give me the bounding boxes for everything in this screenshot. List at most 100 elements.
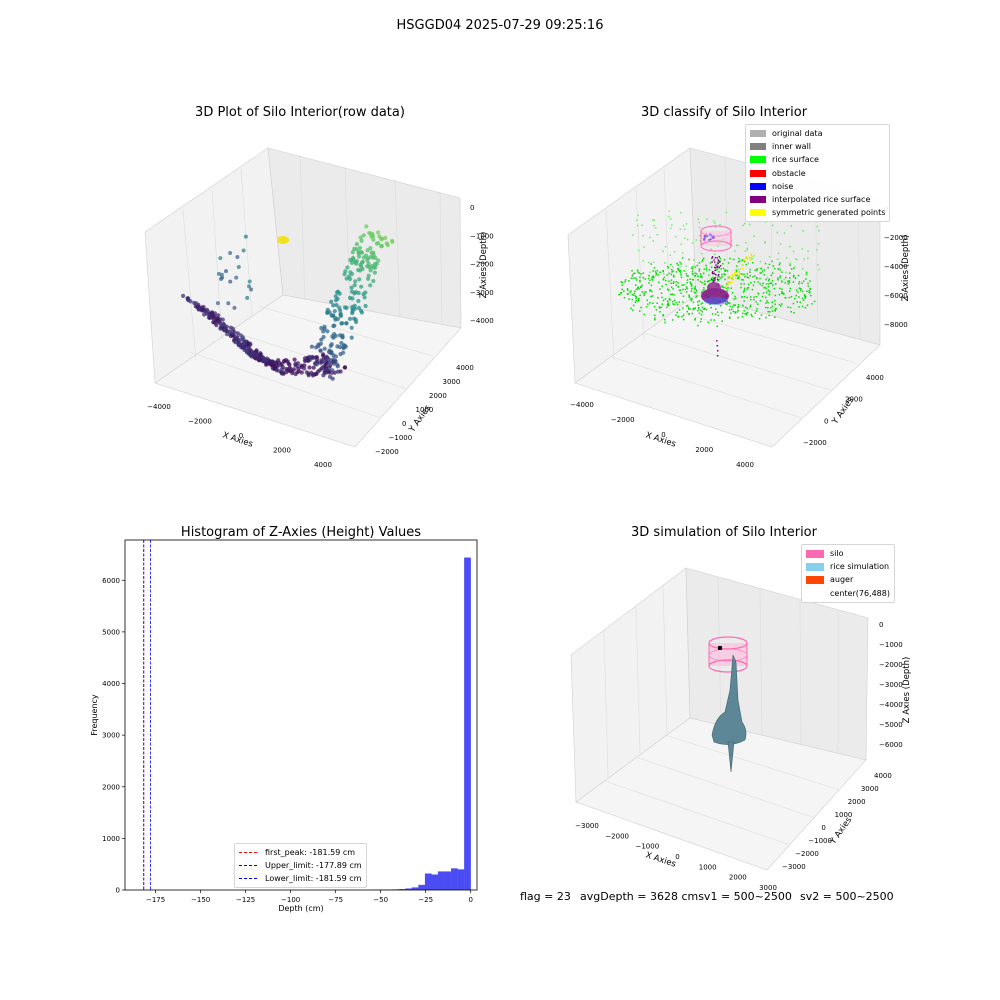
legend-item: center(76,488) (806, 587, 890, 600)
x-tick-label: −175 (146, 896, 165, 904)
z-tick-label: −4000 (470, 317, 494, 325)
legend-label: Lower_limit: -181.59 cm (265, 874, 362, 883)
y-tick-label: 2000 (429, 392, 447, 400)
legend-item: silo (806, 547, 890, 560)
y-tick-label: 5000 (102, 628, 120, 636)
data-points (618, 210, 820, 357)
x-tick-label: −125 (236, 896, 255, 904)
legend-item: interpolated rice surface (750, 193, 885, 206)
x-ticks: −175 −150 −125 −100 −75 −50 −25 0 (146, 890, 473, 904)
legend-label: center(76,488) (830, 588, 890, 598)
x-ticks: −3000 −2000 −1000 0 1000 2000 3000 (575, 822, 777, 892)
legend-label: inner wall (772, 142, 812, 152)
histogram-bar (405, 888, 413, 890)
legend-item: first_peak: -181.59 cm (239, 846, 362, 859)
legend-swatch (750, 169, 766, 177)
legend-label: Upper_limit: -177.89 cm (265, 861, 362, 870)
legend-swatch (750, 196, 766, 204)
x-tick-label: −1000 (635, 843, 659, 851)
y-ticks: −2000 0 2000 4000 (803, 374, 884, 447)
legend-item: symmetric generated points (750, 206, 885, 219)
plot-area (125, 540, 477, 890)
y-tick-label: 4000 (102, 680, 120, 688)
legend-label: silo (830, 549, 844, 559)
z-tick-label: −6000 (879, 741, 903, 749)
y-tick-label: 0 (402, 420, 406, 428)
x-tick-label: 4000 (736, 461, 754, 469)
legend-label: rice surface (772, 155, 819, 165)
histogram-bar (457, 869, 465, 890)
z-axis-label: Z Axies (Depth) (479, 232, 489, 299)
legend-label: symmetric generated points (772, 208, 886, 218)
x-tick-label: −4000 (570, 401, 594, 409)
x-axis-label: X Axies (644, 850, 677, 869)
legend-item: Lower_limit: -181.59 cm (239, 872, 362, 885)
y-axis-label: Y Axies (830, 395, 857, 427)
y-tick-label: −2000 (795, 850, 819, 858)
y-tick-label: 2000 (102, 783, 120, 791)
y-tick-label: 0 (821, 824, 825, 832)
legend-label: interpolated rice surface (772, 195, 871, 205)
y-tick-label: 1000 (102, 835, 120, 843)
histogram-bar (464, 557, 471, 890)
z-tick-label: −1000 (879, 641, 903, 649)
legend-item: inner wall (750, 140, 885, 153)
histogram-bar (437, 871, 445, 890)
legend-line (239, 852, 257, 853)
chart-title: 3D classify of Silo Interior (641, 105, 808, 120)
axes-panes (144, 147, 462, 448)
y-tick-label: −2000 (375, 448, 399, 456)
y-tick-label: 3000 (443, 378, 461, 386)
x-tick-label: 1000 (699, 863, 717, 871)
z-ticks: 0 −1000 −2000 −3000 −4000 −5000 −6000 (879, 621, 903, 749)
axes-frame (124, 539, 478, 891)
x-tick-label: −2000 (611, 416, 635, 424)
footer-flag: flag = 23 (520, 890, 571, 903)
x-tick-label: 4000 (314, 461, 332, 469)
z-tick-label: 0 (470, 204, 474, 212)
footer-avg-depth: avgDepth = 3628 cmsv1 = 500~2500 (580, 890, 792, 903)
z-tick-label: −3000 (879, 681, 903, 689)
z-axis-label: Z Axies (Depth) (901, 235, 911, 302)
histogram-bar (424, 873, 432, 890)
silo-cylinder (700, 225, 732, 252)
x-tick-label: 2000 (729, 874, 747, 882)
y-tick-label: 0 (824, 417, 828, 425)
legend-swatch (806, 575, 824, 584)
chart-title: Histogram of Z-Axies (Height) Values (181, 525, 421, 540)
y-tick-label: 1000 (416, 406, 434, 414)
z-tick-label: −2000 (470, 261, 494, 269)
z-tick-label: −8000 (884, 321, 908, 329)
x-tick-label: −150 (191, 896, 210, 904)
y-ticks: −3000 −2000 −1000 0 1000 2000 3000 4000 (782, 772, 892, 871)
legend-label: noise (772, 181, 794, 191)
y-axis-label: Frequency (90, 694, 99, 736)
chart-histogram: −175 −150 −125 −100 −75 −50 −25 0 0 1000 2000 3000… (90, 525, 478, 913)
footer-sv2: sv2 = 500~2500 (800, 890, 894, 903)
rice-surface (711, 646, 747, 773)
legend-label: original data (772, 129, 823, 139)
y-ticks: 0 1000 2000 3000 4000 5000 6000 (102, 577, 125, 895)
legend-line (239, 865, 257, 866)
y-tick-label: 0 (116, 887, 120, 895)
legend-item: obstacle (750, 167, 885, 180)
y-tick-label: 4000 (456, 364, 474, 372)
y-tick-label: −3000 (782, 863, 806, 871)
legend-simulation: silo rice simulation auger center(76,488) (801, 544, 895, 603)
x-tick-label: 0 (675, 853, 679, 861)
legend-swatch (750, 130, 766, 138)
x-axis-label: Depth (cm) (278, 904, 323, 913)
legend-swatch (750, 156, 766, 164)
y-tick-label: 4000 (866, 374, 884, 382)
histogram-bar (431, 874, 439, 890)
z-axis-label: Z Axies (Depth) (902, 657, 912, 724)
x-tick-label: 2000 (273, 447, 291, 455)
x-tick-label: −75 (328, 896, 343, 904)
legend-label: rice simulation (830, 562, 890, 572)
chart-title: 3D simulation of Silo Interior (631, 525, 818, 540)
x-tick-label: −50 (373, 896, 388, 904)
legend-item: auger (806, 573, 890, 586)
x-ticks: −4000 −2000 0 2000 4000 (570, 401, 754, 469)
legend-label: obstacle (772, 168, 806, 178)
